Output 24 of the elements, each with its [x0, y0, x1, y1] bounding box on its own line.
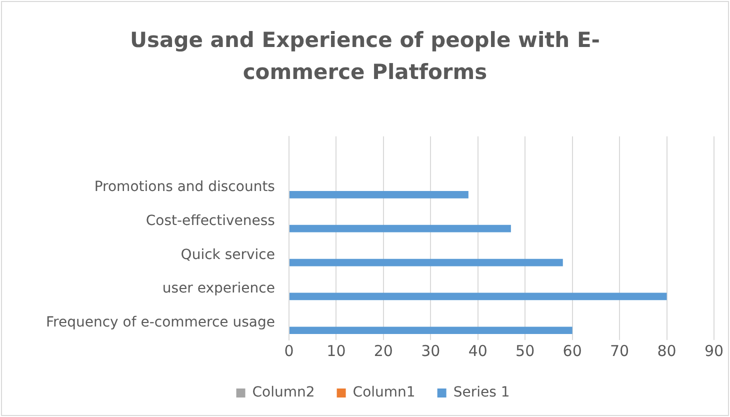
x-tick-label: 90 [704, 342, 724, 360]
x-tick-label: 60 [562, 342, 582, 360]
legend-label: Column2 [252, 384, 315, 401]
legend-label: Series 1 [453, 384, 510, 401]
chart-title: Usage and Experience of people with E-commerce Platforms [130, 27, 600, 86]
x-tick-label: 40 [468, 342, 488, 360]
y-tick-label: Quick service [180, 246, 275, 263]
x-tick-label: 50 [516, 342, 535, 360]
y-tick-label: Promotions and discounts [94, 178, 275, 195]
x-tick-label: 70 [610, 342, 630, 360]
x-tick-label: 10 [326, 342, 346, 360]
bar [289, 292, 667, 300]
bar [289, 224, 511, 232]
x-tick-label: 0 [284, 342, 294, 360]
x-tick-label: 30 [421, 342, 440, 360]
bar [289, 326, 572, 334]
y-tick-label: Cost-effectiveness [146, 212, 275, 229]
bar [289, 190, 468, 198]
legend-label: Column1 [352, 384, 416, 401]
y-tick-label: Frequency of e-commerce usage [46, 314, 275, 331]
x-tick-label: 20 [374, 342, 393, 360]
x-tick-label: 80 [657, 342, 676, 360]
y-tick-label: user experience [162, 280, 275, 297]
bar [289, 258, 563, 266]
